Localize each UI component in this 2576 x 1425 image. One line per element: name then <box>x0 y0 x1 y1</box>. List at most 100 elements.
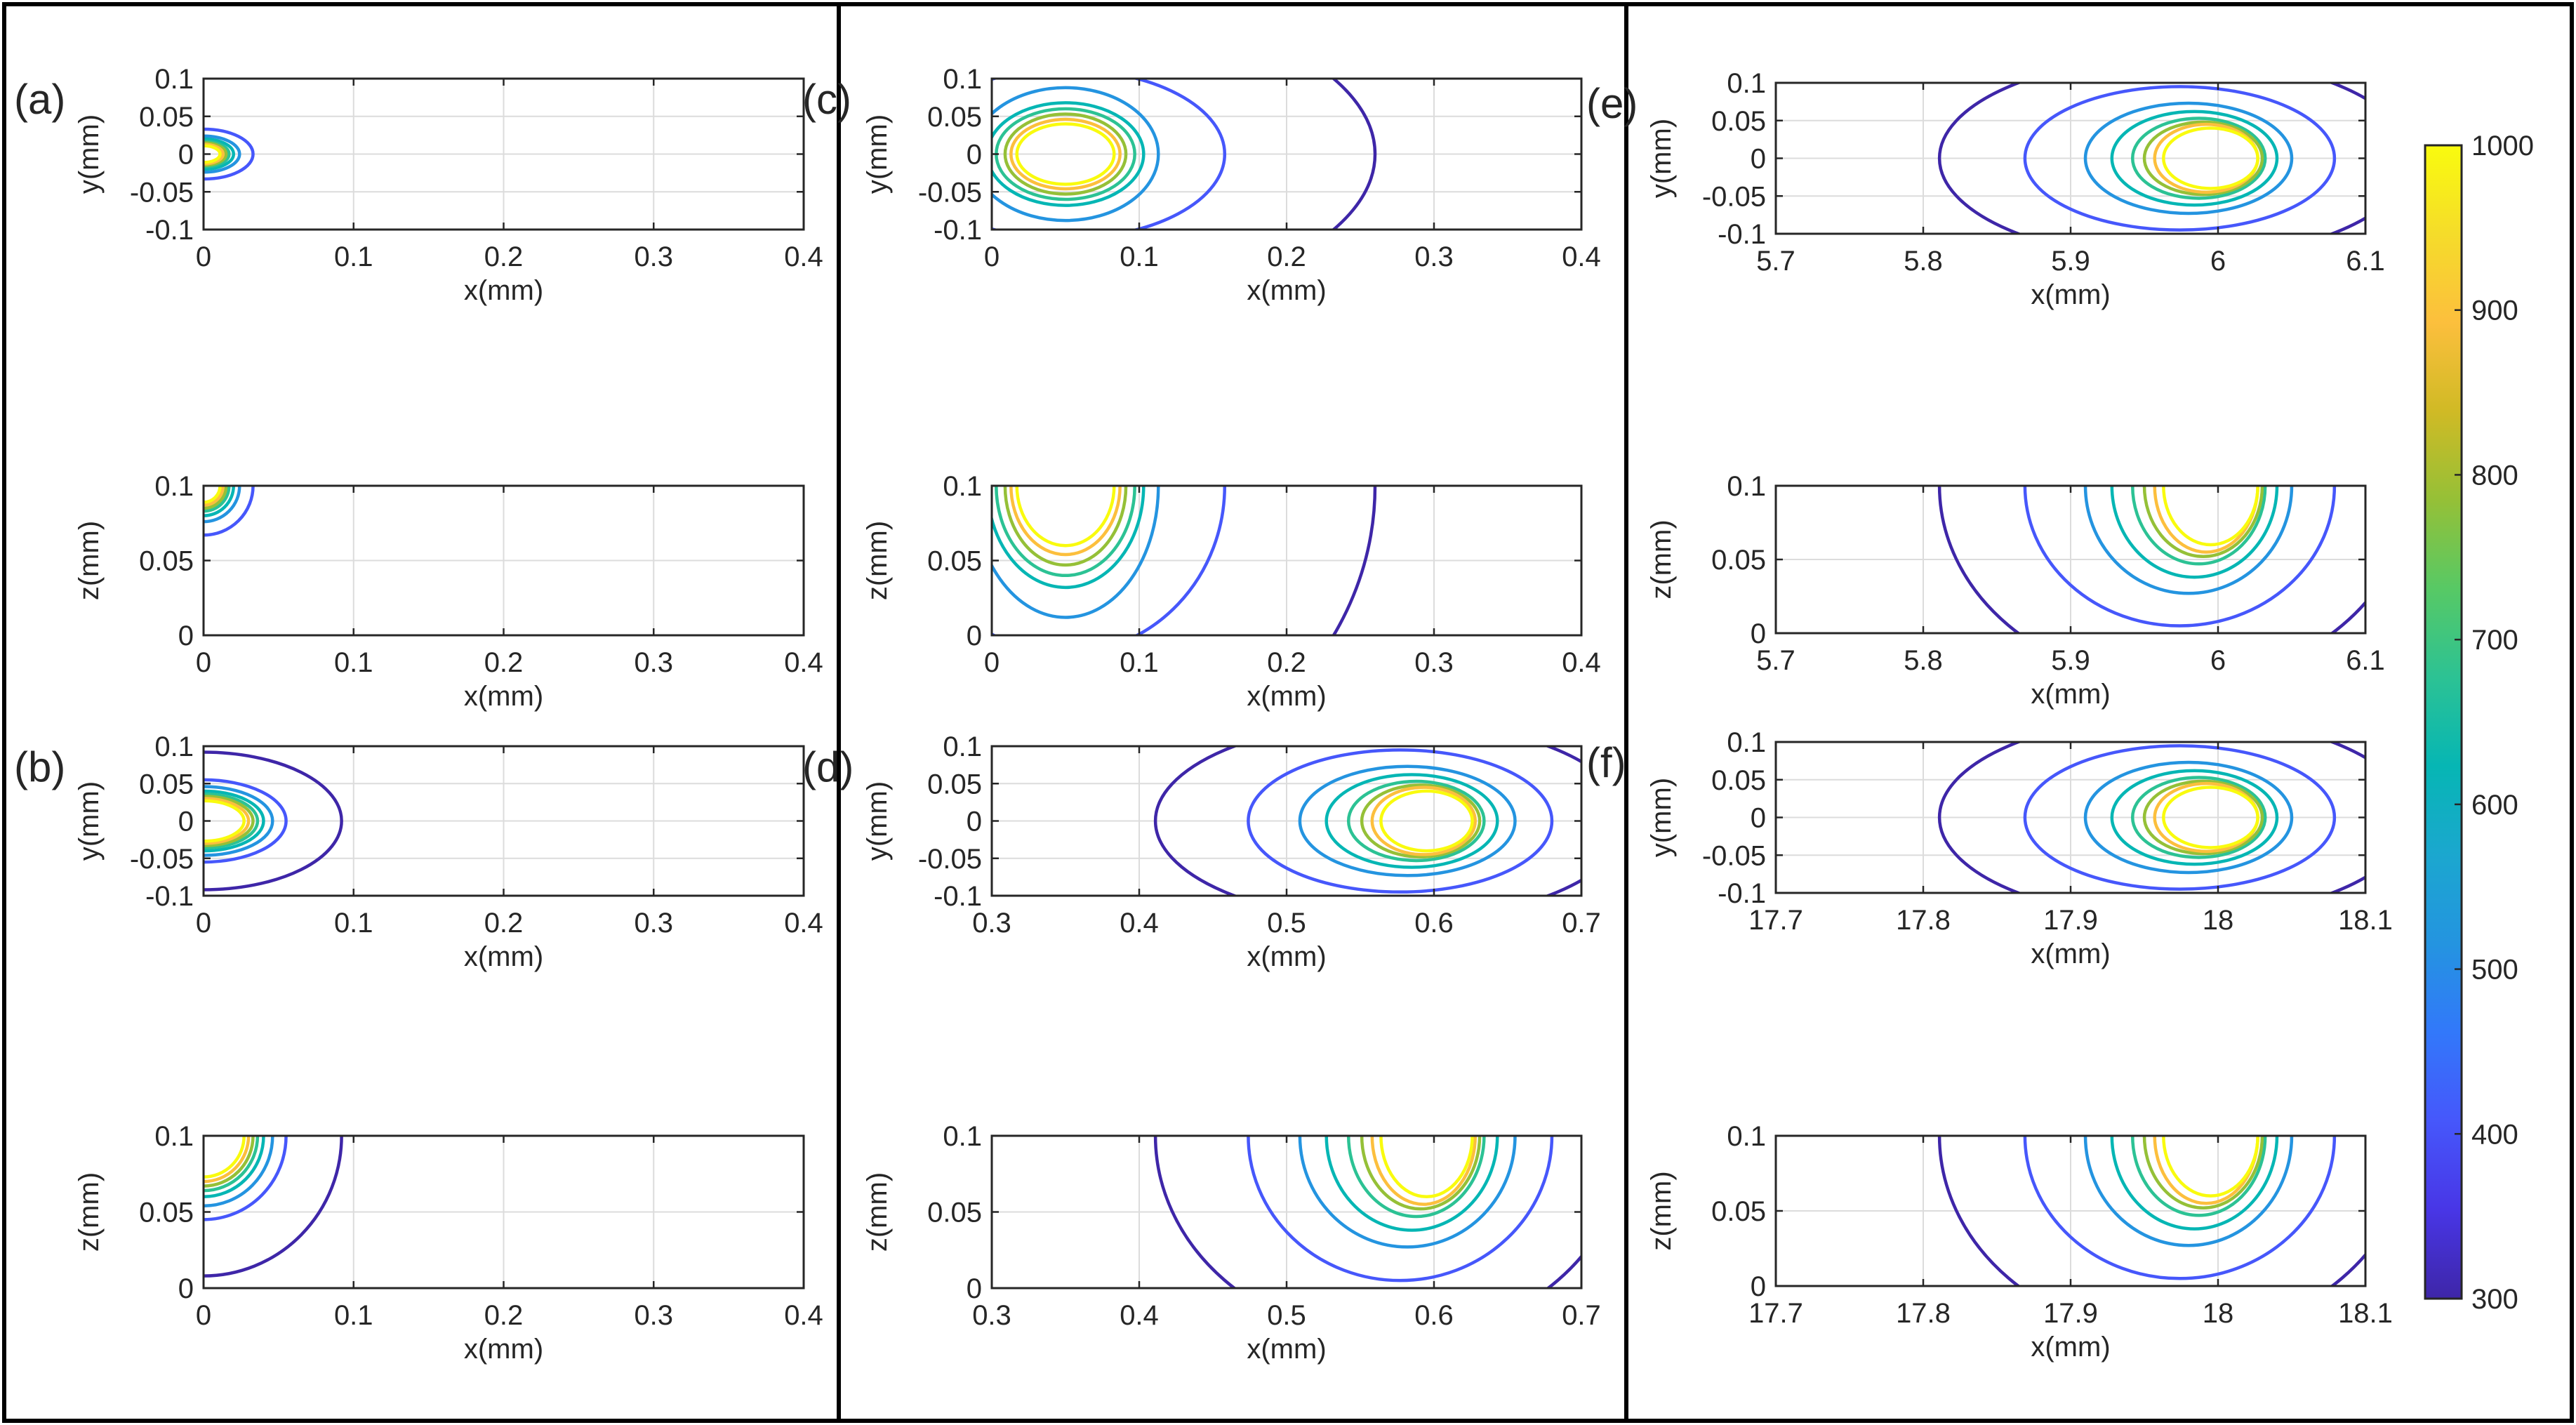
y-tick-label: 0.05 <box>927 769 982 800</box>
contour-1000 <box>2162 486 2259 547</box>
x-tick-label: 18.1 <box>2338 1298 2393 1329</box>
contour-700 <box>204 792 260 850</box>
x-tick-label: 17.7 <box>1748 1298 1803 1329</box>
y-tick-label: 0.1 <box>943 64 982 95</box>
panel-label-b: (b) <box>14 743 65 790</box>
x-tick-label: 0.7 <box>1562 1300 1601 1331</box>
x-axis-label: x(mm) <box>1247 681 1326 712</box>
y-axis-label: y(mm) <box>74 114 105 194</box>
y-axis-label: z(mm) <box>74 521 105 600</box>
x-axis-label: x(mm) <box>464 1334 543 1365</box>
panel-b-side-axes: 0 0.1 0.2 0.3 0.4 0 0.05 0.1 x(mm) z(mm) <box>74 1121 823 1365</box>
contour-400 <box>2023 744 2337 891</box>
y-tick-label: 0.05 <box>139 1198 194 1228</box>
y-tick-label: 0.1 <box>154 731 194 762</box>
y-axis-label: y(mm) <box>74 781 105 861</box>
x-axis-label: x(mm) <box>464 941 543 972</box>
y-tick-label: 0.1 <box>1727 727 1766 758</box>
contour-900 <box>1370 1136 1478 1206</box>
contour-600 <box>1324 773 1499 869</box>
plot-grid: 0 0.1 0.2 0.3 0.4 -0.1 -0.05 0 0.05 0.1 x(mm) y(mm)… <box>14 64 2393 1365</box>
contour-900 <box>1370 786 1478 856</box>
x-tick-label: 17.7 <box>1748 905 1803 936</box>
contour-300 <box>1937 742 2365 893</box>
x-tick-label: 5.7 <box>1756 246 1795 277</box>
contour-600 <box>2110 769 2279 866</box>
contour-1000 <box>2162 126 2259 190</box>
x-tick-label: 0.3 <box>972 1300 1011 1331</box>
y-tick-label: 0.1 <box>154 1121 194 1152</box>
contour-400 <box>2023 85 2337 232</box>
colorbar-tick-label: 300 <box>2471 1284 2518 1315</box>
x-tick-label: 5.8 <box>1904 246 1943 277</box>
y-tick-label: 0 <box>178 1273 194 1304</box>
y-tick-label: -0.1 <box>145 215 194 246</box>
contour-900 <box>2153 1136 2259 1205</box>
x-tick-label: 0 <box>984 647 1000 678</box>
y-axis-label: y(mm) <box>1646 119 1677 198</box>
x-tick-label: 5.8 <box>1904 645 1943 676</box>
panel-f-top-axes: 17.7 17.8 17.9 18 18.1 -0.1 -0.05 0 0.05 0.1 x(mm)… <box>1586 727 2393 969</box>
contour-300 <box>1153 746 1581 896</box>
x-tick-label: 0.3 <box>972 908 1011 939</box>
contour-1000 <box>1379 1136 1474 1199</box>
contour-600 <box>992 101 1146 207</box>
colorbar-tick-label: 900 <box>2471 296 2518 326</box>
panel-c-side-axes: 0 0.1 0.2 0.3 0.4 0 0.05 0.1 x(mm) z(mm) <box>862 471 1601 712</box>
y-tick-label: 0 <box>178 621 194 651</box>
contour-700 <box>1346 779 1486 863</box>
y-tick-label: -0.1 <box>934 215 982 246</box>
contour-800 <box>1003 112 1128 196</box>
x-tick-label: 0.2 <box>484 1300 524 1331</box>
y-tick-label: 0 <box>1751 144 1766 175</box>
y-axis-label: z(mm) <box>1646 1171 1677 1250</box>
contour-800 <box>204 795 255 847</box>
y-tick-label: 0 <box>967 140 982 171</box>
x-tick-label: 17.8 <box>1896 905 1951 936</box>
x-tick-label: 0.1 <box>1120 647 1159 678</box>
x-tick-label: 0.2 <box>484 241 524 272</box>
x-tick-label: 17.9 <box>2043 905 2098 936</box>
panel-label-a: (a) <box>14 76 65 123</box>
x-tick-label: 0.3 <box>1414 647 1454 678</box>
contour-700 <box>2130 117 2267 200</box>
contour-1000 <box>204 144 222 164</box>
contour-lines <box>1153 1136 1581 1288</box>
contour-400 <box>2023 1136 2337 1280</box>
contour-600 <box>2110 486 2279 579</box>
contour-900 <box>204 142 225 166</box>
panel-e-side-axes: 5.7 5.8 5.9 6 6.1 0 0.05 0.1 x(mm) z(mm) <box>1646 471 2385 710</box>
y-tick-label: 0.05 <box>1711 106 1766 137</box>
x-tick-label: 0.1 <box>334 241 373 272</box>
y-axis-label: y(mm) <box>862 781 893 861</box>
y-tick-label: 0 <box>178 140 194 171</box>
x-tick-label: 0 <box>196 241 211 272</box>
contour-1000 <box>1015 486 1116 548</box>
x-tick-label: 0.4 <box>784 647 823 678</box>
y-tick-label: 0.1 <box>943 731 982 762</box>
contour-700 <box>2130 776 2267 859</box>
contour-900 <box>1009 117 1122 191</box>
x-tick-label: 0.3 <box>1414 241 1454 272</box>
x-tick-label: 6 <box>2210 246 2226 277</box>
y-tick-label: 0.1 <box>1727 471 1766 502</box>
contour-800 <box>1360 1136 1482 1211</box>
colorbar-tick-label: 800 <box>2471 460 2518 491</box>
contour-400 <box>992 79 1226 230</box>
x-tick-label: 0 <box>196 1300 211 1331</box>
contour-1000 <box>2162 786 2259 849</box>
y-tick-label: 0 <box>967 621 982 651</box>
contour-800 <box>1003 486 1128 567</box>
contour-800 <box>1360 783 1482 859</box>
x-tick-label: 6 <box>2210 645 2226 676</box>
panel-e-top-axes: 5.7 5.8 5.9 6 6.1 -0.1 -0.05 0 0.05 0.1 x(mm) y(mm)… <box>1586 68 2385 310</box>
y-tick-label: 0 <box>1751 618 1766 649</box>
contour-800 <box>2142 120 2264 197</box>
x-tick-label: 0.1 <box>334 647 373 678</box>
y-tick-label: -0.1 <box>145 881 194 912</box>
x-tick-label: 0.3 <box>634 1300 673 1331</box>
contour-500 <box>1298 1136 1517 1249</box>
contour-500 <box>2083 760 2294 875</box>
